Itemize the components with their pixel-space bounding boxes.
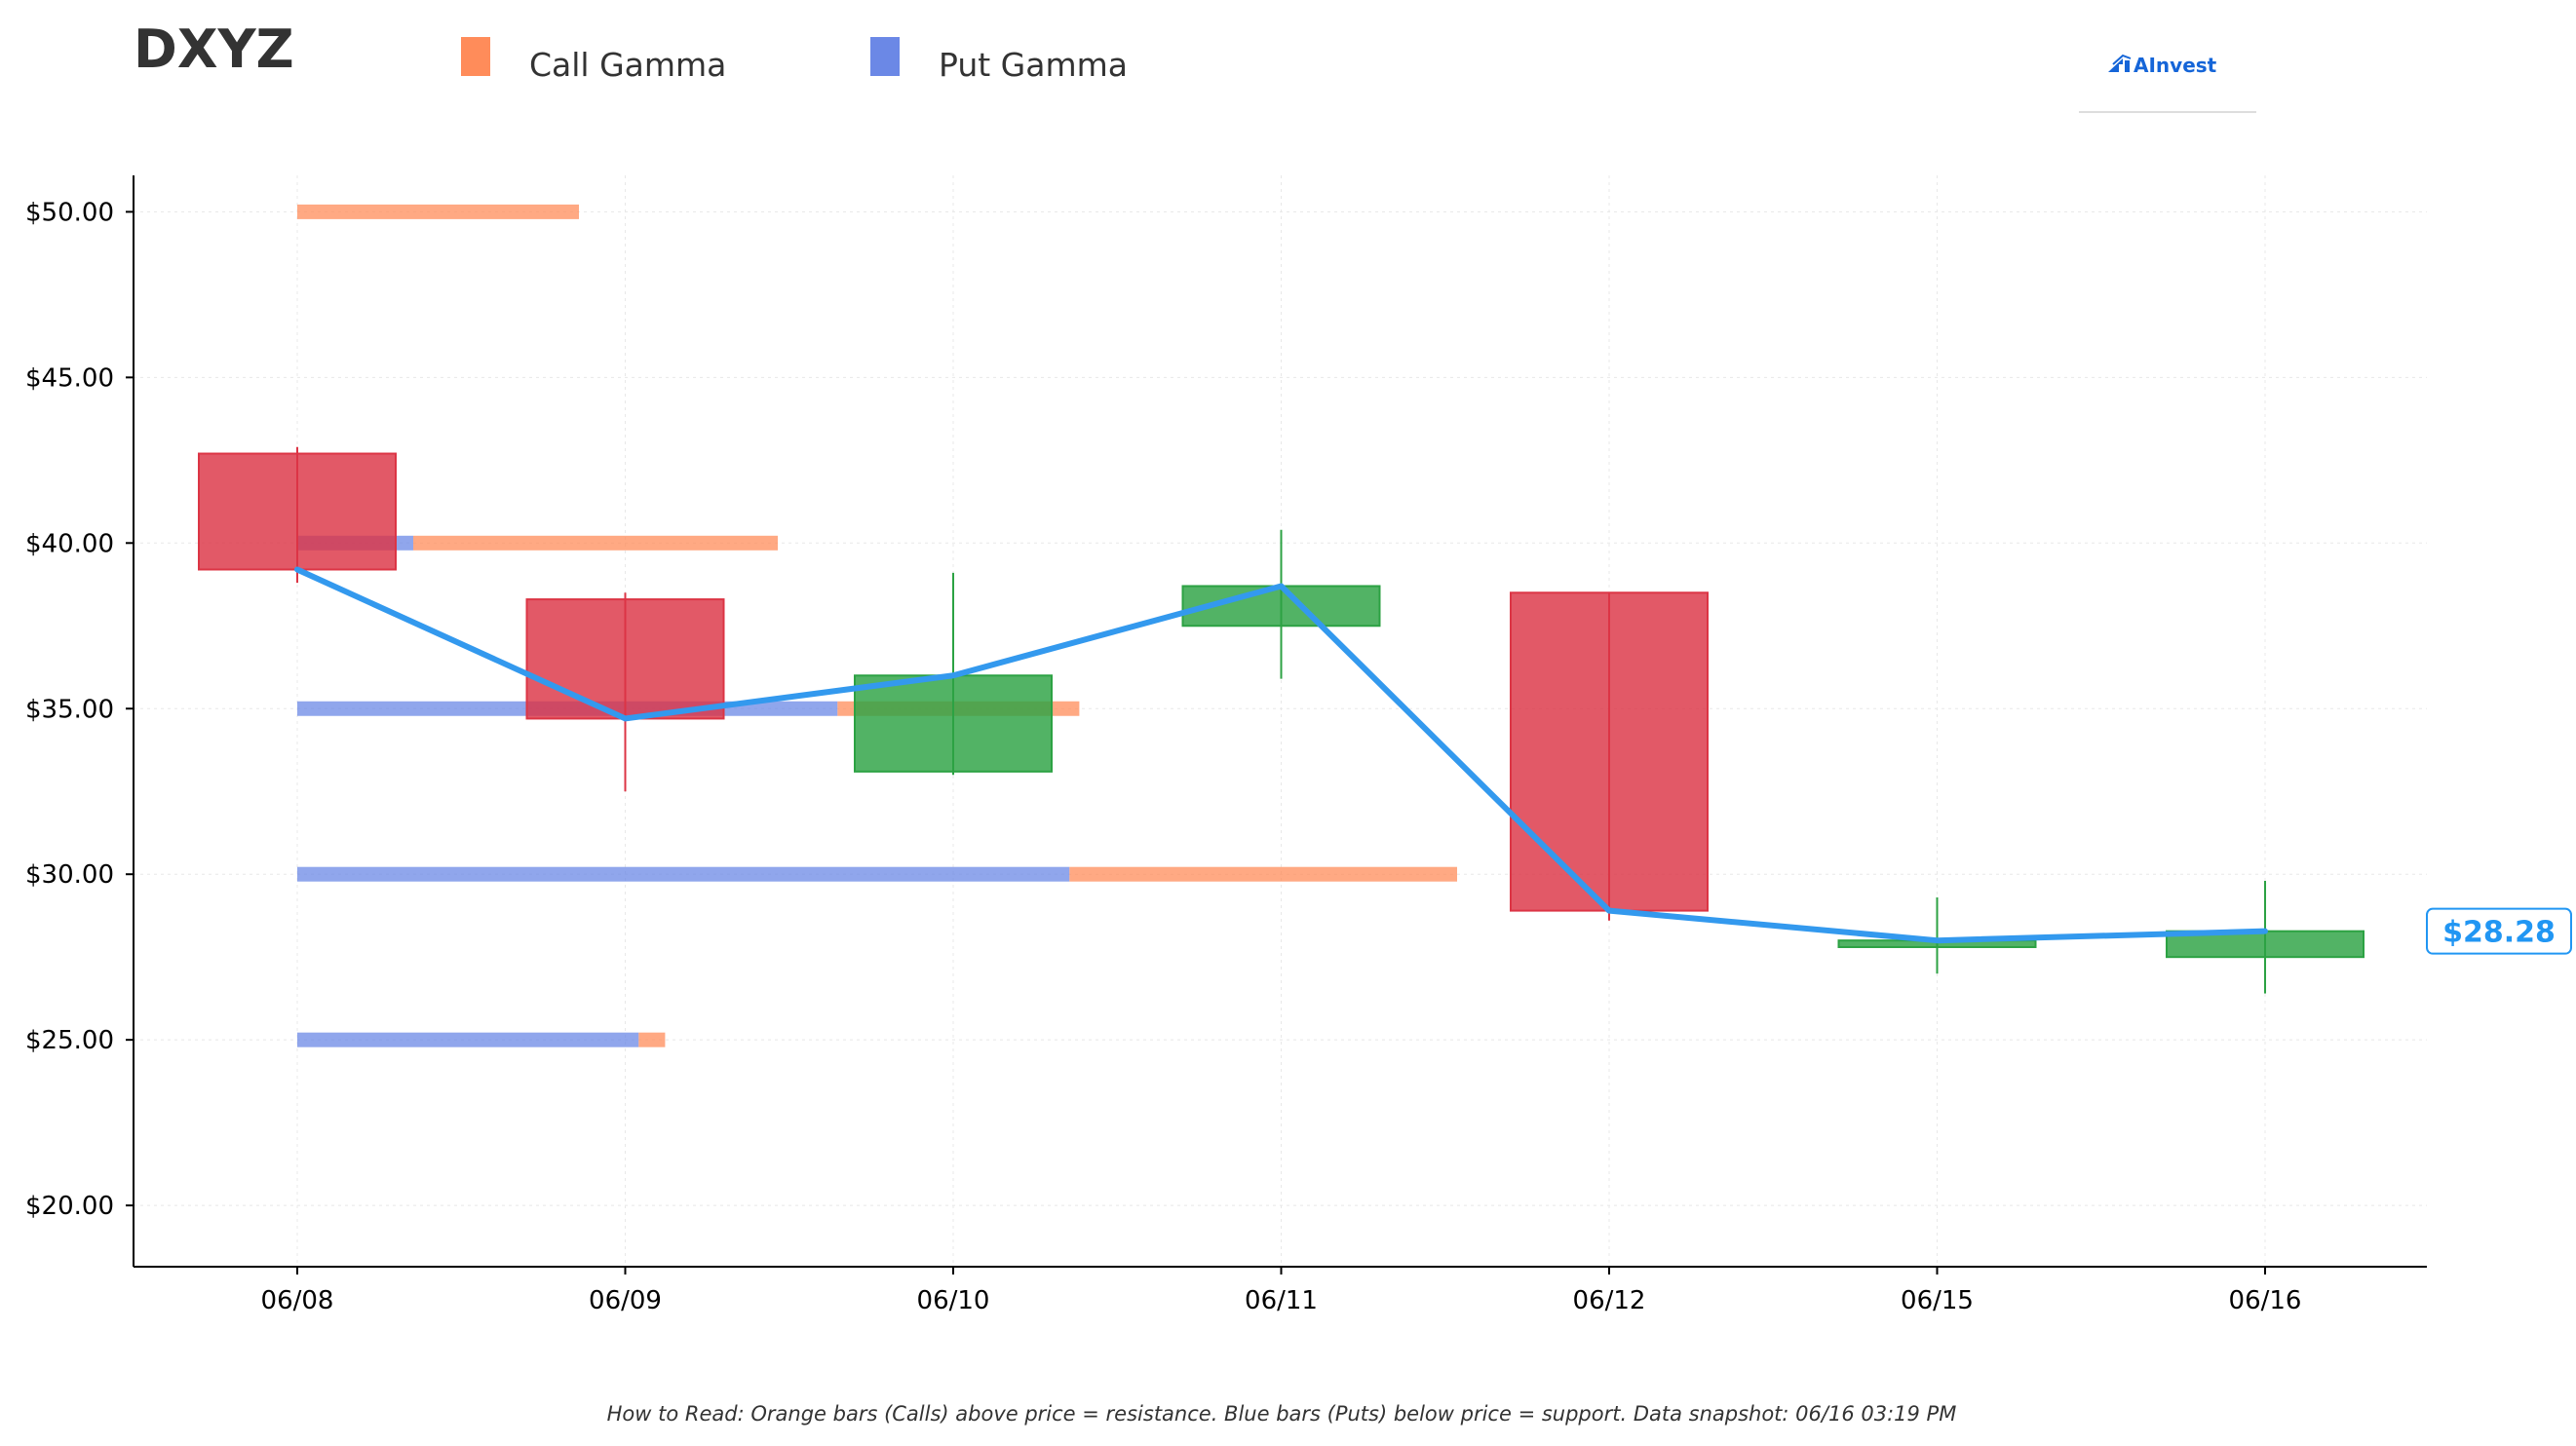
x-tick-label: 06/15: [1901, 1286, 1974, 1315]
y-tick-label: $30.00: [25, 860, 114, 890]
y-tick-label: $40.00: [25, 529, 114, 558]
ainvest-logo-icon: [2108, 54, 2132, 72]
x-tick-label: 06/08: [261, 1286, 334, 1315]
call-legend-label: Call Gamma: [529, 46, 726, 84]
y-tick-label: $50.00: [25, 198, 114, 227]
price-line: [294, 566, 2268, 944]
x-tick-label: 06/12: [1573, 1286, 1646, 1315]
call-legend-swatch: [461, 37, 490, 76]
candle-body: [525, 598, 725, 720]
y-tick-label: $25.00: [25, 1026, 114, 1055]
candle-body: [1510, 591, 1709, 912]
last-price-tag: $28.28: [2426, 907, 2572, 955]
y-tick-label: $20.00: [25, 1192, 114, 1221]
call-gamma-bar: [413, 535, 778, 551]
last-price-tag-text: $28.28: [2442, 916, 2556, 950]
footnote: How to Read: Orange bars (Calls) above p…: [607, 1402, 1957, 1426]
candle-body: [854, 674, 1053, 773]
last-price-tag-box: [2426, 907, 2572, 955]
grid: [134, 175, 2427, 1267]
x-tick-label: 06/09: [589, 1286, 662, 1315]
put-legend-label: Put Gamma: [939, 46, 1128, 84]
put-legend-swatch: [870, 37, 900, 76]
ainvest-logo: AInvest: [2079, 54, 2256, 113]
candlesticks: [198, 446, 2365, 994]
ainvest-logo-text: AInvest: [2134, 54, 2217, 77]
call-gamma-bar: [1069, 866, 1457, 882]
price-line-group: [294, 566, 2268, 944]
axes: $50.00 $45.00 $40.00 $35.00 $30.00 $25.00 $20.…: [25, 175, 2427, 1315]
ticker-title: DXYZ: [134, 19, 294, 80]
y-tick-label: $45.00: [25, 363, 114, 393]
call-gamma-bar: [638, 1032, 666, 1047]
candle-body: [198, 452, 397, 571]
call-gamma-bar: [297, 204, 579, 219]
x-tick-label: 06/11: [1245, 1286, 1318, 1315]
y-tick-label: $35.00: [25, 695, 114, 724]
x-tick-label: 06/10: [917, 1286, 990, 1315]
put-gamma-bar: [297, 1032, 639, 1047]
put-gamma-bar: [297, 866, 1070, 882]
x-tick-label: 06/16: [2229, 1286, 2302, 1315]
